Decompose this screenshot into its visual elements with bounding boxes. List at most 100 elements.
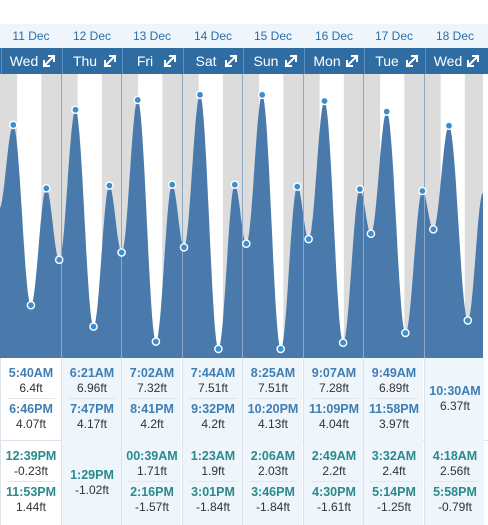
- tide-column-8: 10:30AM 6.37ft 4:18AM 2.56ft 5:58PM -0.79ft: [424, 358, 484, 525]
- low-tide-time: 2:16PM: [130, 485, 174, 499]
- entry-divider: [189, 398, 237, 399]
- high-tide-height: 4.2ft: [201, 417, 225, 431]
- tide-column-1: 5:40AM 6.4ft 6:46PM 4.07ft 12:39PM -0.23ft 11:…: [0, 358, 60, 525]
- expand-icon[interactable]: [404, 53, 420, 69]
- high-tide-entry: 7:02AM 7.32ft: [122, 366, 182, 396]
- high-tide-entry: 9:49AM 6.89ft: [364, 366, 424, 396]
- low-tide-time: 12:39PM: [5, 449, 57, 463]
- high-tide-point: [42, 184, 51, 193]
- low-tide-time: 3:32AM: [371, 449, 417, 463]
- high-tide-entry: 5:40AM 6.4ft: [1, 366, 61, 396]
- high-tide-height: 7.51ft: [197, 381, 229, 395]
- low-tide-point: [117, 248, 126, 257]
- low-tide-point: [179, 242, 189, 252]
- low-tide-entry: 5:58PM -0.79ft: [425, 485, 485, 515]
- high-tide-time: 7:44AM: [190, 366, 236, 380]
- high-tide-point: [9, 120, 18, 130]
- high-tide-point: [71, 105, 80, 115]
- date-label: 12 Dec: [72, 29, 112, 43]
- low-tide-height: -1.61ft: [316, 500, 352, 514]
- entry-divider: [7, 398, 55, 399]
- high-tide-time: 11:09PM: [308, 402, 360, 416]
- high-tide-height: 4.17ft: [76, 417, 108, 431]
- high-tide-time: 11:58PM: [368, 402, 420, 416]
- day-header-mon[interactable]: Mon: [304, 48, 364, 74]
- high-tide-entry: 8:41PM 4.2ft: [122, 402, 182, 432]
- low-tide-height: 1.71ft: [136, 464, 168, 478]
- low-tide-height: 1.44ft: [15, 500, 47, 514]
- high-tide-height: 4.13ft: [257, 417, 289, 431]
- high-tide-point: [292, 182, 302, 191]
- day-header-thu[interactable]: Thu: [62, 48, 122, 74]
- low-tide-point: [54, 255, 64, 265]
- low-tide-entry: 00:39AM 1.71ft: [122, 449, 182, 479]
- day-header-tue[interactable]: Tue: [364, 48, 424, 74]
- expand-icon[interactable]: [465, 53, 481, 69]
- low-tide-height: 1.9ft: [201, 464, 225, 478]
- high-tide-height: 6.96ft: [76, 381, 108, 395]
- high-tide-height: 7.32ft: [136, 381, 168, 395]
- tide-times-table: 5:40AM 6.4ft 6:46PM 4.07ft 12:39PM -0.23ft 11:…: [0, 358, 488, 525]
- day-label: Sun: [253, 53, 279, 69]
- day-header-sun[interactable]: Sun: [243, 48, 303, 74]
- tide-area: [0, 94, 483, 358]
- high-tide-point: [355, 184, 365, 194]
- low-tide-point: [151, 337, 161, 346]
- low-tide-time: 5:14PM: [372, 485, 416, 499]
- high-tide-point: [167, 180, 177, 189]
- high-tide-height: 3.97ft: [378, 417, 410, 431]
- top-strip: [0, 0, 488, 24]
- low-tide-height: -0.79ft: [437, 500, 473, 514]
- day-header-sat[interactable]: Sat: [183, 48, 243, 74]
- high-tide-time: 9:07AM: [311, 366, 357, 380]
- expand-icon[interactable]: [223, 53, 239, 69]
- date-label: 14 Dec: [193, 29, 233, 43]
- low-tide-entry: 5:14PM -1.25ft: [364, 485, 424, 515]
- high-tide-entry: 10:30AM 6.37ft: [425, 384, 485, 414]
- low-tide-point: [276, 344, 286, 354]
- high-tide-entry: 10:20PM 4.13ft: [243, 402, 303, 432]
- low-tide-height: -1.84ft: [255, 500, 291, 514]
- high-tide-time: 8:41PM: [130, 402, 174, 416]
- low-tide-time: 00:39AM: [126, 449, 178, 463]
- low-tide-entry: 3:01PM -1.84ft: [183, 485, 243, 515]
- day-header-wed[interactable]: Wed: [425, 48, 485, 74]
- low-tide-point: [241, 239, 251, 248]
- low-tide-entry: 2:49AM 2.2ft: [304, 449, 364, 479]
- day-header-row: Wed Thu Fri Sat Sun Mon Tue Wed: [0, 48, 488, 74]
- high-tide-time: 7:47PM: [70, 402, 114, 416]
- entry-divider: [68, 398, 116, 399]
- low-tide-height: 2.56ft: [439, 464, 471, 478]
- low-tide-height: 2.03ft: [257, 464, 289, 478]
- high-tide-point: [133, 95, 142, 105]
- day-header-fri[interactable]: Fri: [122, 48, 182, 74]
- low-tide-point: [428, 224, 438, 234]
- low-tide-time: 4:30PM: [312, 485, 356, 499]
- low-tide-point: [214, 344, 223, 354]
- expand-icon[interactable]: [283, 53, 299, 69]
- low-tide-entry: 4:30PM -1.61ft: [304, 485, 364, 515]
- day-header-wed[interactable]: Wed: [1, 48, 61, 74]
- tide-column-2: 6:21AM 6.96ft 7:47PM 4.17ft 1:29PM -1.02ft: [61, 358, 121, 525]
- expand-icon[interactable]: [344, 53, 360, 69]
- high-tide-point: [444, 121, 454, 131]
- expand-icon[interactable]: [41, 53, 57, 69]
- low-tide-entry: 12:39PM -0.23ft: [1, 449, 61, 479]
- high-tide-entry: 9:07AM 7.28ft: [304, 366, 364, 396]
- entry-divider: [249, 398, 297, 399]
- day-label: Sat: [195, 53, 217, 69]
- high-tide-entry: 11:58PM 3.97ft: [364, 402, 424, 432]
- expand-icon[interactable]: [102, 53, 118, 69]
- date-label: 11 Dec: [12, 29, 50, 43]
- day-label: Tue: [375, 53, 399, 69]
- high-tide-height: 6.4ft: [19, 381, 43, 395]
- day-label: Wed: [433, 53, 463, 69]
- low-tide-height: -1.57ft: [134, 500, 170, 514]
- high-tide-height: 6.89ft: [378, 381, 410, 395]
- entry-divider: [310, 398, 358, 399]
- low-tide-height: -0.23ft: [13, 464, 49, 478]
- low-tide-height: 2.4ft: [382, 464, 406, 478]
- expand-icon[interactable]: [162, 53, 178, 69]
- entry-divider: [249, 481, 297, 482]
